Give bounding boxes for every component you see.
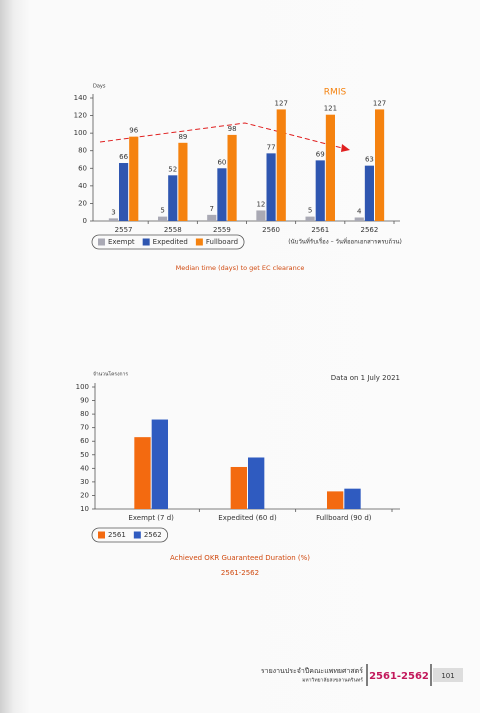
bar xyxy=(151,419,169,509)
legend-swatch xyxy=(133,531,141,539)
bar xyxy=(276,109,286,221)
bar xyxy=(168,175,178,221)
y-tick-label: 120 xyxy=(74,112,87,120)
y-tick-label: 140 xyxy=(74,94,87,102)
y-tick-label: 70 xyxy=(80,424,89,432)
legend-label: Exempt xyxy=(108,238,135,246)
legend-swatch xyxy=(98,531,105,539)
value-label: 127 xyxy=(373,99,386,107)
bar xyxy=(134,437,151,509)
bar xyxy=(256,210,266,221)
bar xyxy=(227,134,237,221)
y-tick-label: 80 xyxy=(78,147,87,155)
legend-swatch xyxy=(142,238,150,246)
note: (นับวันที่รับเรื่อง – วันที่ออกเอกสารครบ… xyxy=(288,238,402,246)
y-tick-label: 60 xyxy=(80,437,89,445)
value-label: 12 xyxy=(256,200,265,208)
value-label: 3 xyxy=(111,208,115,216)
bar xyxy=(326,491,344,509)
value-label: 63 xyxy=(365,156,374,164)
y-tick-label: 100 xyxy=(76,383,89,391)
page-box xyxy=(433,668,463,682)
value-label: 5 xyxy=(308,207,312,215)
y-tick-label: 40 xyxy=(78,182,87,190)
bar xyxy=(178,142,188,221)
legend-label: Expedited xyxy=(153,238,188,246)
footer-years: 2561-2562 xyxy=(369,671,429,682)
value-label: 69 xyxy=(316,150,325,158)
bar xyxy=(248,457,265,509)
bar xyxy=(207,214,217,221)
value-label: 5 xyxy=(160,207,164,215)
annotation: RMIS xyxy=(324,88,347,98)
y-tick-label: 60 xyxy=(78,164,87,172)
value-label: 7 xyxy=(210,205,214,213)
value-label: 77 xyxy=(267,143,276,151)
bar xyxy=(305,216,315,221)
legend-label: 2561 xyxy=(108,531,126,539)
footer-subtitle: มหาวิทยาลัยสงขลานครินทร์ xyxy=(302,677,363,684)
value-label: 52 xyxy=(168,165,177,173)
arrow-head xyxy=(341,144,350,152)
bar xyxy=(108,218,119,221)
bar xyxy=(354,217,364,221)
x-tick-label: 2557 xyxy=(115,226,133,234)
caption: Median time (days) to get EC clearance xyxy=(176,264,305,272)
y-tick-label: 0 xyxy=(83,217,87,225)
legend-swatch xyxy=(98,238,105,246)
bar xyxy=(230,466,247,509)
x-tick-label: Exempt (7 d) xyxy=(128,514,174,522)
y-tick-label: 50 xyxy=(80,451,89,459)
x-tick-label: 2561 xyxy=(311,226,329,234)
x-tick-label: 2559 xyxy=(213,226,231,234)
trend-arrow xyxy=(99,122,351,151)
y-axis-label: Days xyxy=(93,84,106,90)
value-label: 98 xyxy=(228,125,237,133)
legend-swatch xyxy=(195,238,203,246)
caption: Achieved OKR Guaranteed Duration (%) xyxy=(170,554,310,562)
value-label: 127 xyxy=(275,99,288,107)
x-tick-label: 2562 xyxy=(361,226,379,234)
value-label: 96 xyxy=(129,127,138,135)
note: Data on 1 July 2021 xyxy=(331,374,400,382)
x-tick-label: Expedited (60 d) xyxy=(218,514,277,522)
x-tick-label: 2560 xyxy=(262,226,280,234)
value-label: 4 xyxy=(357,207,362,215)
y-tick-label: 90 xyxy=(80,397,89,405)
y-tick-label: 80 xyxy=(80,410,89,418)
bar xyxy=(325,114,335,221)
page-number: 101 xyxy=(441,672,454,680)
legend-box xyxy=(91,527,169,543)
legend-label: Fullboard xyxy=(206,238,238,246)
x-tick-label: Fullboard (90 d) xyxy=(316,514,372,522)
bar xyxy=(217,168,227,221)
bar xyxy=(374,109,385,221)
bar xyxy=(364,165,374,221)
value-label: 121 xyxy=(324,105,337,113)
legend-label: 2562 xyxy=(144,531,162,539)
y-tick-label: 30 xyxy=(80,478,89,486)
bar xyxy=(315,160,325,221)
subcaption: 2561-2562 xyxy=(221,569,259,577)
bar xyxy=(129,136,139,221)
bar xyxy=(344,488,361,509)
y-axis-label: จำนวนโครงการ xyxy=(93,371,128,378)
bar xyxy=(119,163,129,221)
y-tick-label: 10 xyxy=(80,505,89,513)
value-label: 60 xyxy=(217,158,226,166)
value-label: 66 xyxy=(119,153,128,161)
value-label: 89 xyxy=(178,133,187,141)
y-tick-label: 100 xyxy=(74,129,87,137)
y-tick-label: 40 xyxy=(80,464,89,472)
legend-box xyxy=(91,234,245,250)
bar xyxy=(158,216,168,221)
footer-title: รายงานประจำปีคณะแพทยศาสตร์ xyxy=(261,667,363,675)
y-tick-label: 20 xyxy=(80,491,89,499)
bar xyxy=(266,153,276,221)
y-tick-label: 20 xyxy=(78,199,87,207)
x-tick-label: 2558 xyxy=(164,226,182,234)
